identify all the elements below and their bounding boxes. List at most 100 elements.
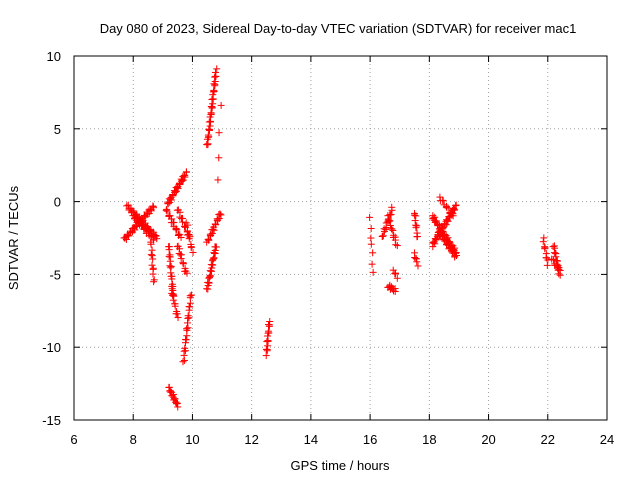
data-point [217, 101, 225, 109]
data-point [185, 235, 193, 243]
data-point [169, 296, 177, 304]
data-point [205, 236, 213, 244]
data-point [539, 238, 547, 246]
data-point [367, 225, 375, 233]
data-point [204, 140, 212, 148]
y-tick-label: 10 [47, 49, 61, 64]
data-point [369, 268, 377, 276]
data-point [205, 126, 213, 134]
data-point [184, 312, 192, 320]
data-point [172, 224, 180, 232]
data-point [540, 234, 548, 242]
data-point [389, 226, 397, 234]
data-point [168, 285, 176, 293]
data-point [173, 310, 181, 318]
data-point [177, 255, 185, 263]
data-point [548, 255, 556, 263]
data-point [549, 256, 557, 264]
data-point [215, 129, 223, 137]
axis-ticks [73, 55, 608, 421]
data-point [187, 244, 195, 252]
y-axis-label: SDTVAR / TECUs [6, 185, 21, 290]
data-point [208, 103, 216, 111]
data-point [181, 171, 189, 179]
y-tick-label: 5 [54, 122, 61, 137]
data-point [174, 403, 182, 411]
grid-lines [74, 56, 607, 420]
data-point [178, 177, 186, 185]
x-tick-label: 18 [422, 432, 436, 447]
data-point [393, 274, 401, 282]
data-point [452, 201, 460, 209]
data-point [127, 229, 135, 237]
data-point [382, 219, 390, 227]
data-point [386, 217, 394, 225]
data-point [210, 86, 218, 94]
data-point [153, 235, 161, 243]
data-point [174, 314, 182, 322]
data-point [147, 231, 155, 239]
data-point [180, 347, 188, 355]
data-point [413, 222, 421, 230]
data-point [556, 266, 564, 274]
data-point [553, 262, 561, 270]
data-point [411, 217, 419, 225]
data-point [391, 288, 399, 296]
data-point [188, 291, 196, 299]
data-point [216, 210, 224, 218]
data-point [264, 327, 272, 335]
data-point [452, 202, 460, 210]
data-point [550, 249, 558, 257]
data-point [212, 243, 220, 251]
data-point [412, 254, 420, 262]
data-point [449, 212, 457, 220]
data-point [384, 216, 392, 224]
data-point [411, 254, 419, 262]
data-point [450, 205, 458, 213]
data-point [181, 344, 189, 352]
data-point [379, 232, 387, 240]
data-point [138, 220, 146, 228]
data-points [120, 65, 564, 411]
data-point [141, 224, 149, 232]
data-point [183, 325, 191, 333]
y-tick-label: -15 [42, 413, 61, 428]
data-point [549, 243, 557, 251]
data-point [214, 176, 222, 184]
data-point [177, 233, 185, 241]
data-point [207, 109, 215, 117]
data-point [173, 226, 181, 234]
data-point [392, 241, 400, 249]
data-point [413, 233, 421, 241]
data-point [148, 233, 156, 241]
data-point [186, 292, 194, 300]
x-tick-label: 12 [244, 432, 258, 447]
data-point [147, 240, 155, 248]
data-point [367, 234, 375, 242]
data-point [432, 236, 440, 244]
data-point [451, 253, 459, 261]
data-point [366, 213, 374, 221]
x-tick-label: 16 [363, 432, 377, 447]
data-point [391, 270, 399, 278]
y-tick-label: -10 [42, 340, 61, 355]
data-point [214, 216, 222, 224]
data-point [183, 227, 191, 235]
data-point [453, 252, 461, 260]
data-point [166, 387, 174, 395]
y-tick-label: -5 [49, 267, 61, 282]
data-point [552, 257, 560, 265]
data-point [262, 352, 270, 360]
data-point [444, 204, 452, 212]
data-point [183, 269, 191, 277]
x-tick-label: 22 [541, 432, 555, 447]
chart-title: Day 080 of 2023, Sidereal Day-to-day VTE… [100, 21, 577, 36]
data-point [149, 270, 157, 278]
data-point [410, 211, 418, 219]
data-point [367, 240, 375, 248]
data-point [176, 181, 184, 189]
data-point [387, 210, 395, 218]
data-point [543, 261, 551, 269]
data-point [165, 246, 173, 254]
data-point [266, 318, 274, 326]
